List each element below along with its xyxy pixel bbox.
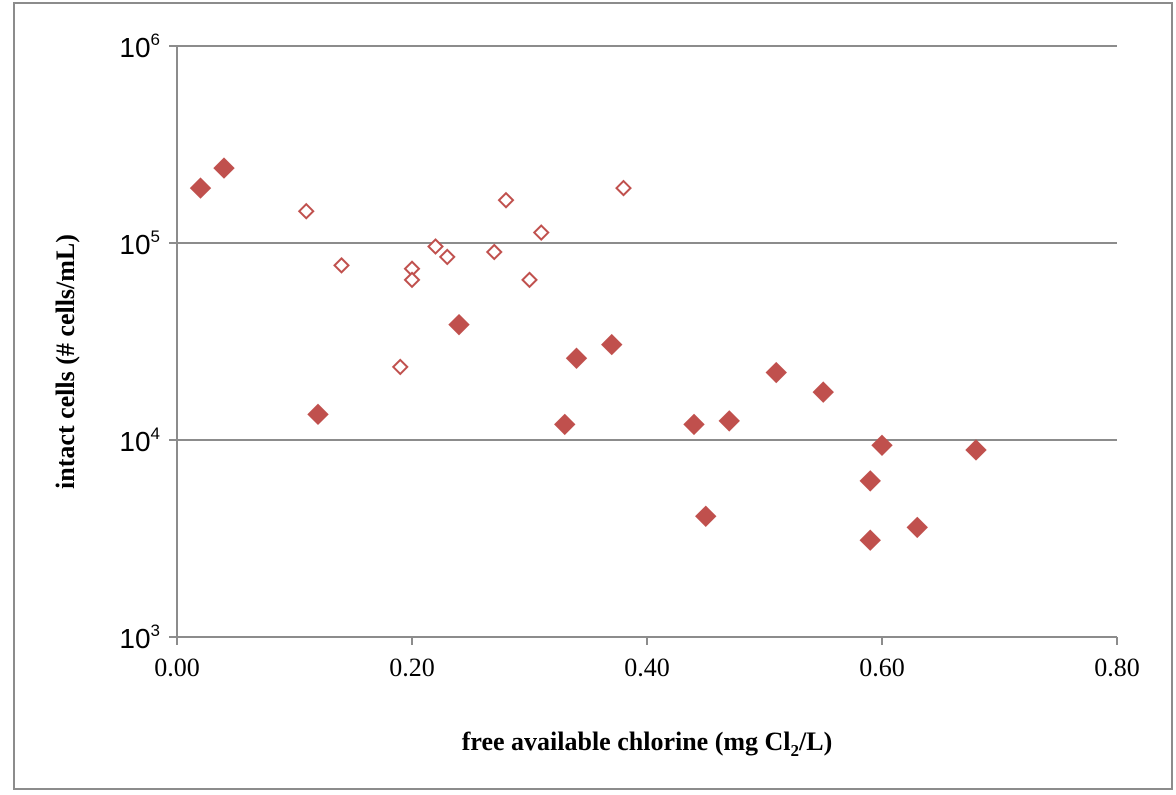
data-point-filled bbox=[718, 410, 740, 432]
data-point-hollow bbox=[485, 243, 503, 261]
data-point-filled bbox=[812, 381, 834, 403]
data-point-hollow bbox=[438, 248, 456, 266]
axes bbox=[169, 45, 1118, 645]
gridlines bbox=[177, 45, 1117, 441]
x-tick-label: 0.60 bbox=[859, 653, 905, 682]
data-point-hollow bbox=[403, 271, 421, 289]
x-tick-label: 0.20 bbox=[389, 653, 435, 682]
data-point-filled bbox=[213, 157, 235, 179]
data-point-filled bbox=[307, 403, 329, 426]
data-point-hollow bbox=[521, 271, 538, 289]
data-point-hollow bbox=[391, 358, 409, 376]
tick-labels: 0.00 0.20 0.40 0.60 0.80 103 104 105 106 bbox=[119, 30, 1139, 682]
x-tick-label: 0.80 bbox=[1094, 653, 1140, 682]
data-point-hollow bbox=[333, 256, 350, 274]
data-point-hollow bbox=[615, 179, 632, 197]
data-point-filled bbox=[448, 313, 470, 336]
x-tick-label: 0.00 bbox=[154, 653, 200, 682]
data-point-filled bbox=[906, 516, 928, 539]
data-point-hollow bbox=[427, 238, 444, 255]
data-point-filled bbox=[683, 413, 705, 436]
data-point-filled bbox=[695, 505, 717, 527]
data-point-filled bbox=[871, 434, 893, 457]
y-tick-label: 106 bbox=[119, 30, 160, 63]
data-point-filled bbox=[965, 439, 987, 461]
data-point-filled bbox=[859, 529, 881, 551]
data-points bbox=[189, 157, 987, 551]
x-tick-label: 0.40 bbox=[624, 653, 670, 682]
y-axis-title: intact cells (# cells/mL) bbox=[51, 234, 80, 489]
data-point-hollow bbox=[497, 191, 515, 209]
data-point-filled bbox=[189, 177, 212, 199]
data-point-filled bbox=[859, 470, 881, 492]
axis-titles: free available chlorine (mg Cl2/L) intact… bbox=[51, 234, 832, 760]
data-point-filled bbox=[554, 413, 576, 436]
y-tick-label: 105 bbox=[119, 227, 160, 260]
data-point-filled bbox=[601, 333, 623, 356]
y-tick-label: 104 bbox=[119, 424, 160, 457]
data-point-filled bbox=[765, 361, 787, 384]
data-point-filled bbox=[565, 347, 588, 369]
data-point-hollow bbox=[532, 224, 550, 241]
data-point-hollow bbox=[297, 202, 315, 220]
y-tick-label: 103 bbox=[119, 621, 160, 654]
chart-frame bbox=[13, 2, 1173, 790]
x-axis-title: free available chlorine (mg Cl2/L) bbox=[462, 727, 833, 760]
